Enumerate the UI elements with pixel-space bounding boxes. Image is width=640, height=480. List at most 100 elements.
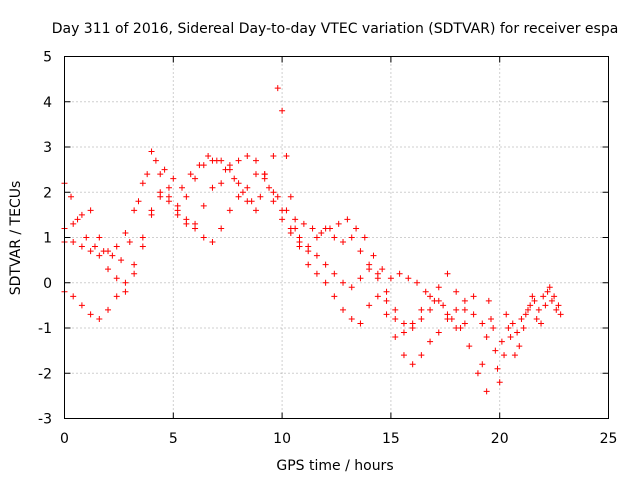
data-point: [461, 306, 468, 313]
data-point: [235, 193, 242, 200]
data-point: [113, 293, 120, 300]
data-point: [91, 243, 98, 250]
data-point: [470, 293, 477, 300]
y-tick-label: 1: [43, 231, 52, 247]
x-tick-label: 0: [60, 431, 69, 447]
data-point: [174, 211, 181, 218]
data-point: [105, 266, 112, 273]
data-point: [131, 261, 138, 268]
data-point: [209, 239, 216, 246]
data-point: [461, 320, 468, 327]
data-point: [257, 193, 264, 200]
data-point: [68, 193, 75, 200]
data-point: [479, 361, 486, 368]
data-point: [292, 225, 299, 232]
data-point: [474, 370, 481, 377]
data-point: [218, 180, 225, 187]
data-point: [435, 297, 442, 304]
data-point: [366, 302, 373, 309]
data-point: [218, 225, 225, 232]
data-point: [122, 229, 129, 236]
data-point: [165, 184, 172, 191]
data-point: [305, 243, 312, 250]
data-point: [83, 234, 90, 241]
data-point: [331, 234, 338, 241]
y-tick-label: 2: [43, 185, 52, 201]
data-point: [357, 320, 364, 327]
series-late-cluster-2: [485, 284, 562, 372]
data-point: [313, 252, 320, 259]
data-point: [453, 325, 460, 331]
x-tick-label: 20: [491, 431, 509, 447]
x-tick-label: 10: [273, 431, 291, 447]
data-point: [322, 279, 329, 286]
data-point: [400, 329, 407, 336]
data-point: [252, 207, 259, 214]
data-point: [96, 234, 103, 241]
data-point: [161, 166, 168, 173]
data-point: [538, 320, 545, 327]
data-point: [453, 288, 460, 295]
data-point: [139, 234, 146, 241]
data-point: [113, 243, 120, 250]
data-point: [427, 293, 434, 300]
data-point: [529, 293, 536, 300]
data-point: [157, 193, 164, 200]
data-point: [485, 297, 492, 304]
y-tick-label: -1: [38, 321, 52, 337]
series-track-c: [61, 171, 477, 368]
data-point: [266, 184, 273, 191]
data-point: [400, 320, 407, 327]
data-point: [296, 234, 303, 241]
data-point: [427, 338, 434, 345]
data-point: [511, 352, 518, 359]
data-point: [139, 243, 146, 250]
data-point: [313, 234, 320, 241]
y-tick-label: 0: [43, 276, 52, 292]
data-point: [535, 306, 542, 313]
data-point: [139, 180, 146, 187]
data-point: [244, 153, 251, 160]
data-point: [418, 306, 425, 313]
data-point: [270, 198, 277, 205]
data-point: [70, 220, 77, 227]
plot-frame: [64, 56, 609, 419]
data-point: [70, 293, 77, 300]
data-point: [353, 225, 360, 232]
data-point: [551, 293, 558, 300]
data-point: [546, 284, 553, 291]
data-point: [279, 216, 286, 223]
data-point: [131, 270, 138, 277]
data-point: [418, 315, 425, 322]
x-tick-label: 5: [169, 431, 178, 447]
data-point: [113, 275, 120, 282]
data-point: [335, 220, 342, 227]
data-point: [557, 311, 564, 318]
data-point: [296, 243, 303, 250]
data-point: [87, 207, 94, 214]
data-point: [520, 325, 527, 331]
data-point: [252, 171, 259, 178]
data-point: [244, 184, 251, 191]
data-point: [383, 311, 390, 318]
data-point: [231, 175, 238, 182]
data-point: [235, 157, 242, 164]
data-point: [309, 225, 316, 232]
series-track-a: [61, 153, 490, 395]
data-point: [157, 171, 164, 178]
data-point: [348, 315, 355, 322]
data-point: [400, 352, 407, 359]
data-point: [392, 334, 399, 341]
data-point: [87, 311, 94, 318]
data-point: [148, 148, 155, 155]
data-point: [235, 180, 242, 187]
data-point: [187, 171, 194, 178]
data-point: [361, 234, 368, 241]
data-point: [322, 261, 329, 268]
data-point: [261, 171, 268, 178]
data-point: [274, 193, 281, 200]
data-point: [287, 229, 294, 236]
data-point: [544, 288, 551, 295]
data-point: [200, 162, 207, 169]
